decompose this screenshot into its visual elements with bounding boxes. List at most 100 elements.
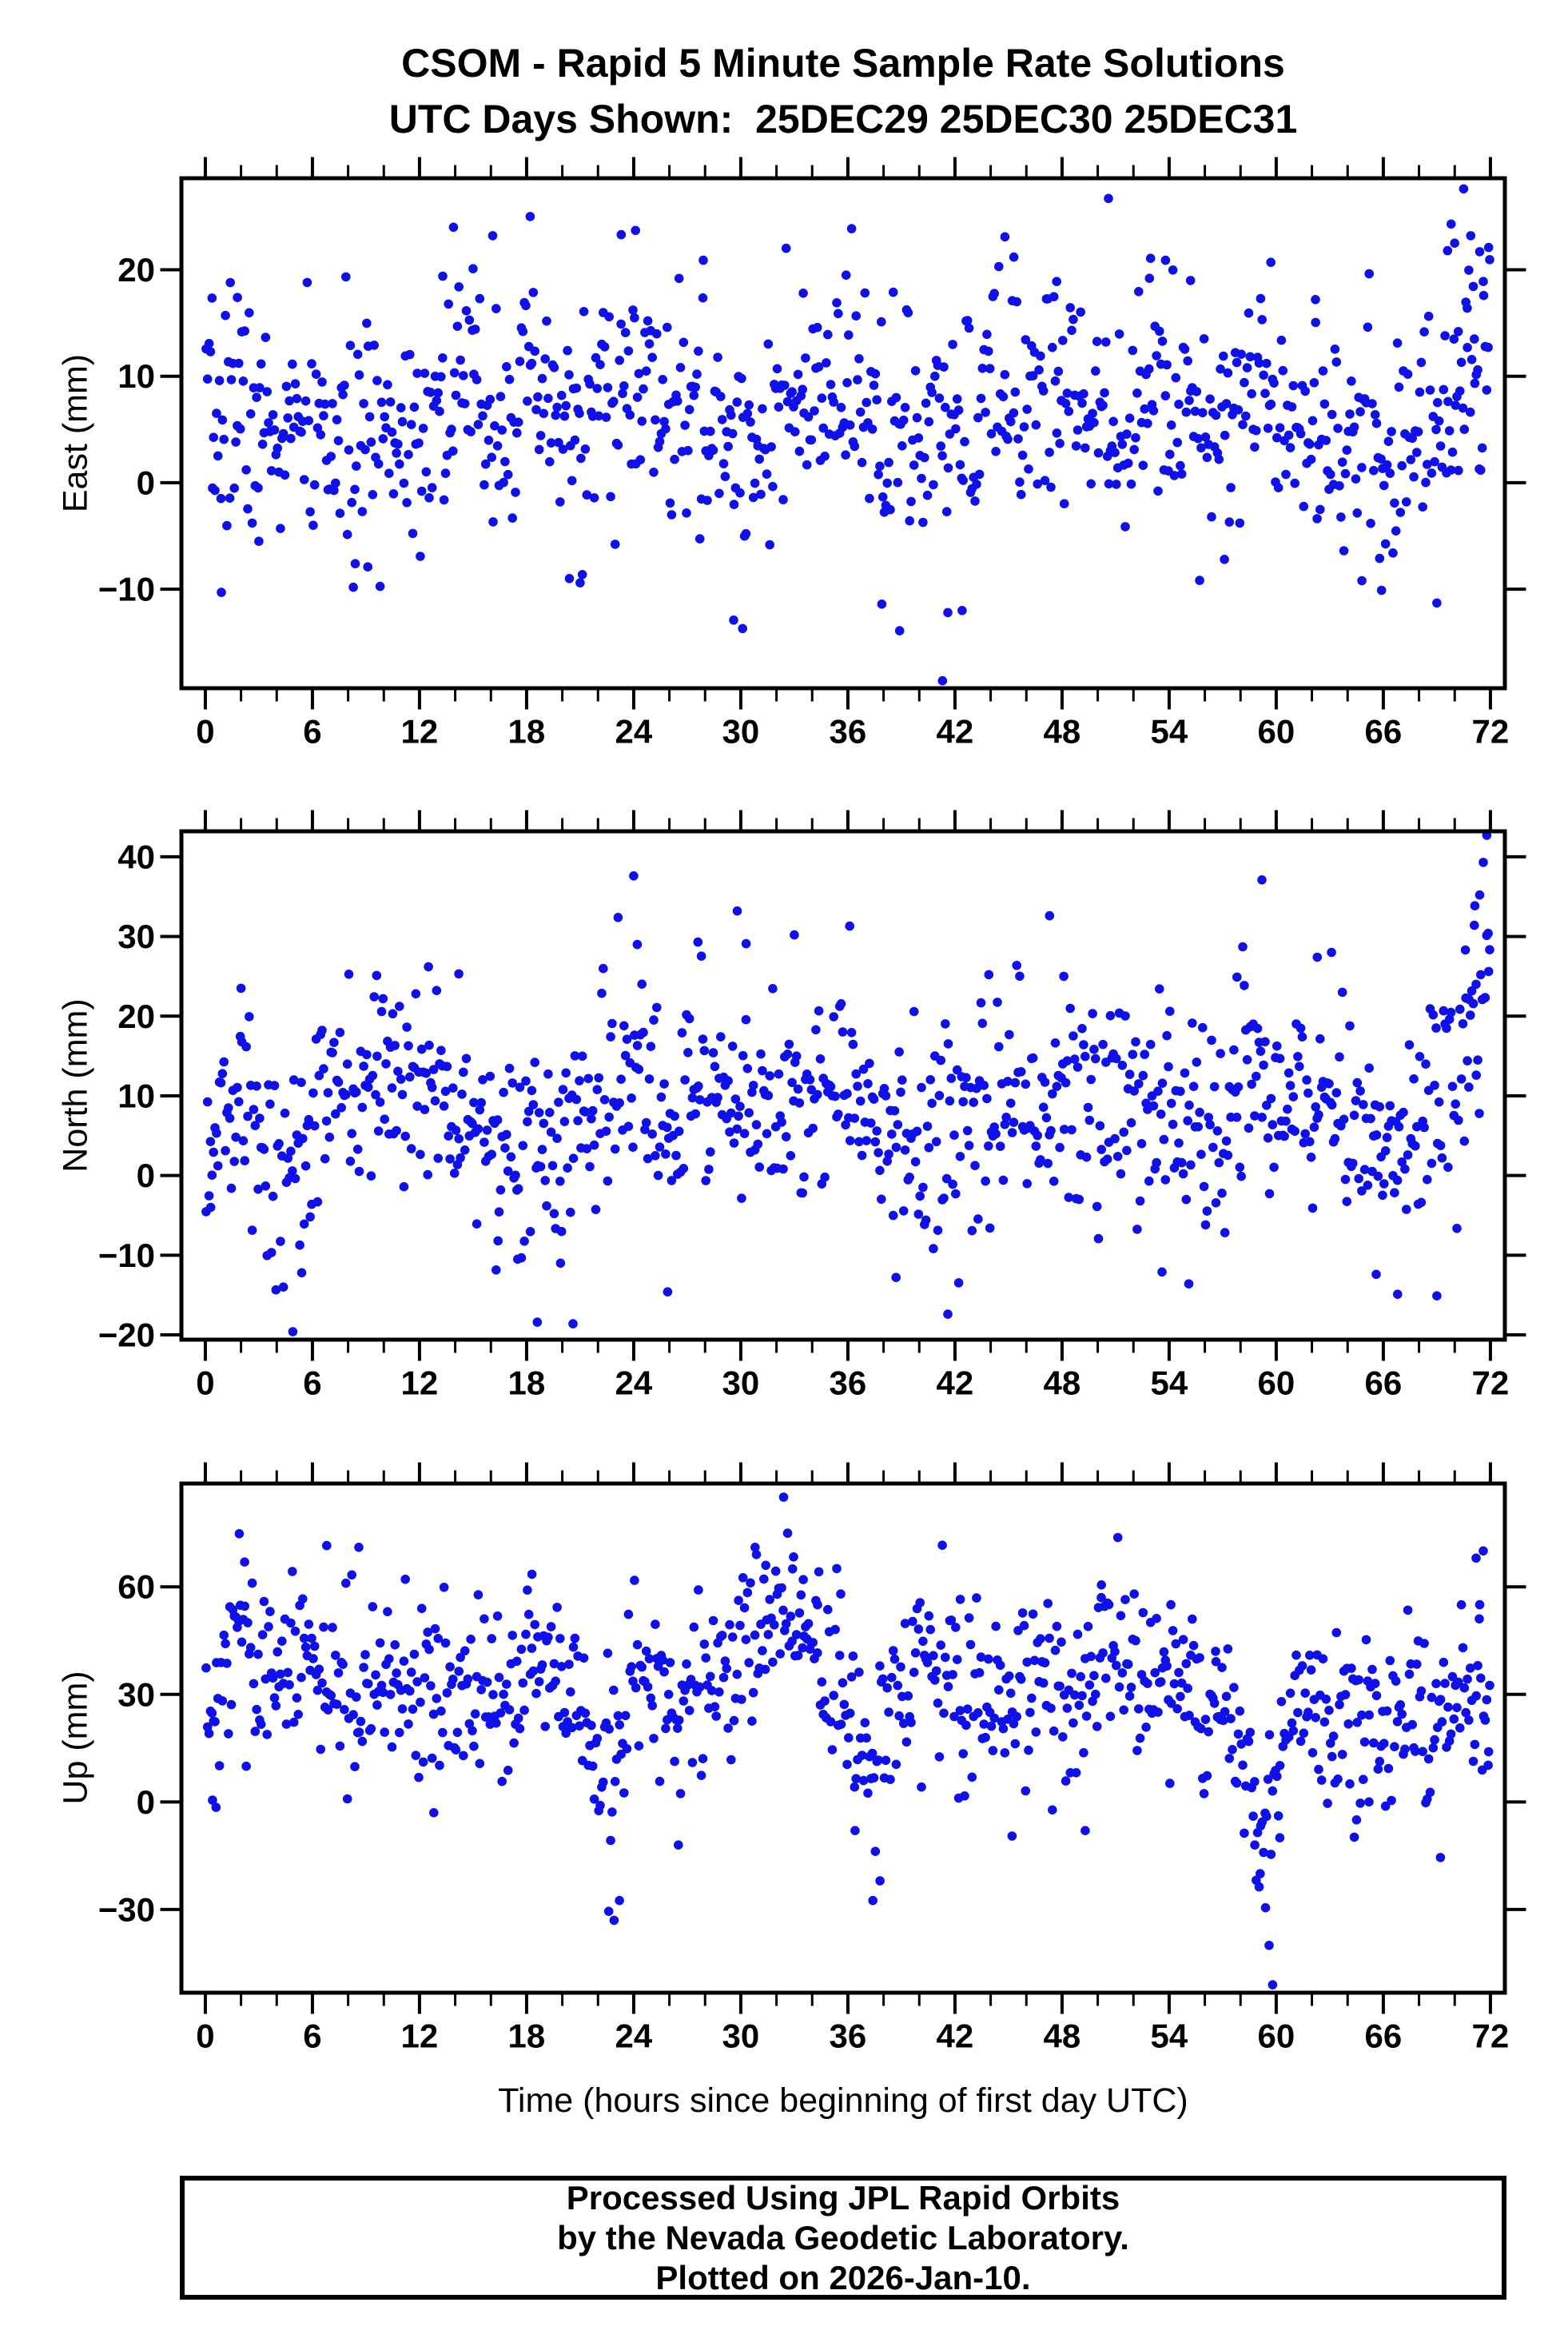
x-tick-label: 6 (303, 2017, 321, 2055)
data-point (1275, 1833, 1285, 1842)
data-point (906, 496, 916, 507)
data-point (623, 1121, 634, 1131)
data-point (299, 475, 309, 484)
data-point (1028, 1609, 1038, 1619)
data-point (961, 1073, 971, 1082)
data-point (439, 1583, 449, 1592)
y-tick-label: 60 (117, 1568, 155, 1606)
data-point (1183, 1683, 1192, 1693)
data-point (1437, 1153, 1447, 1163)
data-point (247, 1578, 257, 1588)
data-point (1058, 336, 1068, 345)
data-point (385, 397, 396, 407)
data-point (862, 1733, 871, 1743)
data-point (1316, 1775, 1327, 1785)
data-point (973, 1214, 983, 1224)
data-point (754, 1162, 764, 1172)
data-point (704, 1165, 714, 1174)
data-point (1050, 1645, 1061, 1655)
data-point (331, 1109, 340, 1119)
data-point (946, 1073, 957, 1083)
data-point (1474, 890, 1485, 900)
data-point (889, 1654, 900, 1664)
data-point (262, 387, 273, 396)
data-point (974, 469, 985, 480)
data-point (875, 1876, 885, 1886)
data-point (523, 1585, 532, 1595)
data-point (470, 325, 480, 334)
data-point (1091, 1054, 1100, 1064)
data-point (1117, 440, 1128, 449)
data-point (427, 483, 437, 492)
data-point (1128, 345, 1138, 356)
data-point (1351, 1096, 1361, 1105)
data-point (432, 1694, 442, 1703)
data-point (1096, 1592, 1106, 1603)
data-point (758, 1065, 767, 1076)
data-point (939, 1193, 949, 1203)
data-point (439, 1101, 449, 1111)
data-point (689, 1622, 699, 1632)
data-point (552, 402, 562, 412)
data-point (323, 1705, 333, 1715)
data-point (1290, 478, 1299, 488)
data-point (1272, 432, 1282, 443)
data-point (607, 1807, 617, 1817)
data-point (214, 1761, 225, 1770)
data-point (1168, 1626, 1178, 1635)
data-point (473, 1124, 484, 1134)
data-point (943, 607, 953, 618)
data-point (729, 615, 738, 625)
data-point (818, 423, 828, 433)
data-point (1136, 1139, 1147, 1149)
data-point (903, 1691, 913, 1701)
data-point (631, 225, 640, 236)
y-tick-label: 20 (117, 251, 155, 289)
data-point (1281, 469, 1291, 480)
data-point (487, 1634, 496, 1643)
data-point (344, 970, 354, 979)
data-point (1096, 1580, 1106, 1590)
data-point (1371, 1691, 1382, 1701)
data-point (492, 1611, 503, 1621)
data-point (331, 1651, 340, 1660)
data-point (1204, 1727, 1213, 1737)
data-point (226, 1699, 237, 1710)
data-point (644, 1074, 655, 1084)
data-point (534, 444, 544, 455)
data-point (739, 1129, 750, 1138)
data-point (829, 1691, 838, 1700)
y-tick-label: 0 (137, 464, 155, 501)
data-point (1266, 1850, 1276, 1859)
data-point (680, 1075, 690, 1085)
data-point (1464, 1715, 1474, 1725)
data-point (989, 1713, 999, 1723)
data-point (266, 466, 277, 476)
data-point (362, 318, 372, 329)
data-point (875, 461, 885, 471)
data-point (1431, 1679, 1441, 1689)
data-point (1089, 1045, 1099, 1054)
data-point (1397, 460, 1407, 471)
data-point (1076, 1671, 1085, 1682)
x-tick-label: 48 (1044, 2017, 1081, 2055)
data-point (444, 1131, 453, 1141)
data-point (1468, 1756, 1478, 1766)
data-point (308, 520, 318, 530)
data-point (464, 1719, 475, 1729)
data-point (1364, 269, 1374, 279)
data-point (1314, 1109, 1323, 1120)
data-point (738, 1050, 748, 1061)
data-point (372, 1700, 382, 1710)
data-point (396, 403, 406, 412)
data-point (1321, 1695, 1331, 1704)
data-point (448, 1083, 458, 1093)
data-point (1123, 1659, 1133, 1669)
data-point (986, 1721, 997, 1731)
data-point (759, 1574, 769, 1584)
data-point (447, 424, 456, 434)
data-point (848, 1039, 858, 1050)
data-point (619, 1021, 629, 1031)
y-tick-label: −20 (98, 1316, 155, 1354)
data-point (722, 1663, 731, 1674)
